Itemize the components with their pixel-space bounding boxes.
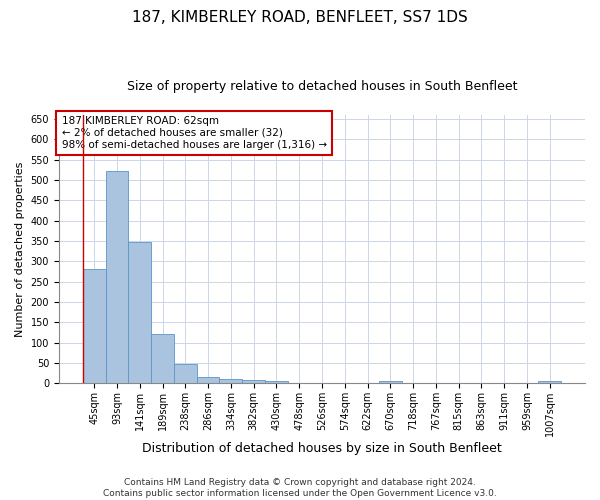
- Bar: [197, 377, 220, 384]
- Bar: [220, 379, 242, 384]
- Bar: [379, 382, 401, 384]
- Text: Contains HM Land Registry data © Crown copyright and database right 2024.
Contai: Contains HM Land Registry data © Crown c…: [103, 478, 497, 498]
- Text: 187, KIMBERLEY ROAD, BENFLEET, SS7 1DS: 187, KIMBERLEY ROAD, BENFLEET, SS7 1DS: [132, 10, 468, 25]
- Bar: [538, 382, 561, 384]
- Bar: [265, 382, 288, 384]
- Y-axis label: Number of detached properties: Number of detached properties: [15, 162, 25, 337]
- Bar: [106, 171, 128, 384]
- Bar: [128, 242, 151, 384]
- Bar: [242, 380, 265, 384]
- Text: 187 KIMBERLEY ROAD: 62sqm
← 2% of detached houses are smaller (32)
98% of semi-d: 187 KIMBERLEY ROAD: 62sqm ← 2% of detach…: [62, 116, 326, 150]
- Bar: [174, 364, 197, 384]
- X-axis label: Distribution of detached houses by size in South Benfleet: Distribution of detached houses by size …: [142, 442, 502, 455]
- Title: Size of property relative to detached houses in South Benfleet: Size of property relative to detached ho…: [127, 80, 517, 93]
- Bar: [151, 334, 174, 384]
- Bar: [83, 268, 106, 384]
